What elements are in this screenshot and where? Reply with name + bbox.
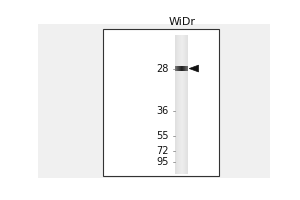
Bar [186, 66, 187, 71]
Bar [179, 66, 180, 71]
Bar [180, 35, 181, 174]
Bar [182, 66, 183, 71]
Polygon shape [189, 65, 199, 72]
Bar [181, 66, 182, 71]
Bar [186, 35, 187, 174]
Text: 72: 72 [156, 146, 168, 156]
Bar [180, 66, 181, 71]
Bar [176, 35, 177, 174]
Bar [185, 35, 186, 174]
Bar [177, 35, 178, 174]
Bar [185, 66, 186, 71]
Bar [176, 35, 177, 174]
Bar [184, 35, 185, 174]
Bar [186, 66, 187, 71]
Text: 36: 36 [156, 106, 168, 116]
Bar [183, 66, 184, 71]
Text: 28: 28 [156, 64, 168, 74]
Bar [175, 66, 176, 71]
Bar [180, 66, 181, 71]
Bar [183, 35, 184, 174]
Bar [181, 35, 182, 174]
Bar [181, 35, 182, 174]
Bar [175, 35, 176, 174]
Bar [178, 66, 179, 71]
Bar [186, 35, 187, 174]
Bar [178, 35, 179, 174]
Bar [176, 66, 177, 71]
Text: 55: 55 [156, 131, 168, 141]
Bar [179, 35, 180, 174]
Bar [187, 35, 188, 174]
Bar [184, 35, 185, 174]
Bar [183, 35, 184, 174]
Bar [184, 66, 185, 71]
Bar [180, 35, 181, 174]
Bar [187, 66, 188, 71]
Bar [181, 66, 182, 71]
Bar [179, 35, 180, 174]
Text: WiDr: WiDr [168, 17, 195, 27]
Bar [177, 66, 178, 71]
Bar [185, 35, 186, 174]
Bar [176, 66, 177, 71]
Bar [184, 66, 185, 71]
Text: 95: 95 [156, 157, 168, 167]
Bar [182, 35, 183, 174]
Bar [179, 66, 180, 71]
Bar [178, 35, 179, 174]
Bar [103, 29, 219, 176]
Bar [178, 66, 179, 71]
Bar [183, 66, 184, 71]
Bar [185, 66, 186, 71]
